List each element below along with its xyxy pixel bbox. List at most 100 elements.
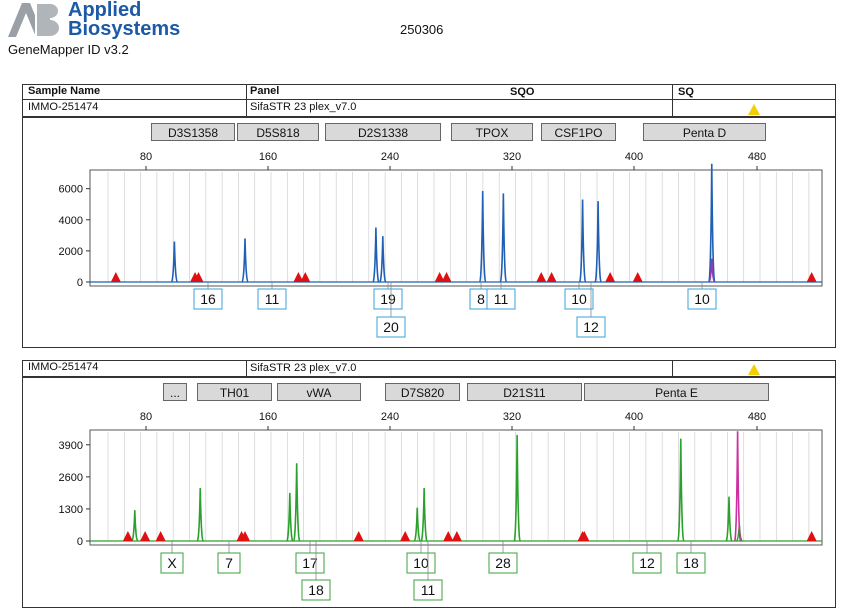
marker-bin[interactable]: D7S820: [385, 383, 460, 401]
peak: [733, 431, 742, 542]
peak: [578, 199, 587, 283]
size-marker-icon: [441, 272, 452, 282]
y-tick-label: 4000: [59, 215, 83, 227]
marker-bin[interactable]: D5S818: [237, 123, 319, 141]
size-marker-icon: [400, 531, 411, 541]
x-tick-label: 160: [259, 151, 277, 163]
allele-call-label: 11: [265, 291, 280, 307]
electropherogram-panel-1: [22, 116, 836, 348]
allele-call-label: 10: [413, 555, 429, 571]
peak: [130, 510, 139, 542]
y-tick-label: 3900: [59, 440, 83, 452]
size-marker-icon: [536, 272, 547, 282]
allele-call-label: 16: [200, 291, 216, 307]
allele-call-label: 11: [494, 291, 509, 307]
allele-call-label: 8: [477, 291, 485, 307]
ab-logo-icon: [8, 1, 61, 38]
allele-call-label: 18: [308, 582, 324, 598]
size-marker-icon: [155, 531, 166, 541]
allele-call-box: [564, 288, 594, 310]
allele-call-label: 10: [571, 291, 587, 307]
size-marker-icon: [434, 272, 445, 282]
size-marker-icon: [110, 272, 121, 282]
y-tick-label: 0: [77, 277, 83, 289]
marker-bin[interactable]: D3S1358: [151, 123, 235, 141]
peak: [413, 507, 422, 542]
sample-header-row-2: [22, 360, 836, 378]
allele-call-label: 20: [383, 319, 399, 335]
allele-call-box: [632, 552, 662, 574]
peak: [372, 227, 380, 283]
peak: [478, 190, 487, 283]
marker-bin[interactable]: Penta E: [584, 383, 769, 401]
allele-call-box: [413, 579, 443, 601]
brand-line1: Applied: [68, 0, 142, 21]
x-tick-label: 480: [748, 411, 766, 423]
marker-bin[interactable]: D21S11: [467, 383, 582, 401]
peak: [513, 434, 521, 542]
allele-call-box: [488, 552, 518, 574]
y-tick-label: 0: [77, 536, 83, 548]
allele-call-box: [301, 579, 331, 601]
y-tick-label: 1300: [59, 504, 83, 516]
col-panel: Panel: [250, 85, 280, 97]
x-tick-label: 80: [140, 151, 152, 163]
electropherogram-panel-2: [22, 376, 836, 608]
sample-name-value-2: IMMO-251474: [28, 361, 99, 373]
y-tick-label: 2000: [59, 246, 83, 258]
marker-bin[interactable]: ...: [163, 383, 187, 401]
marker-bin[interactable]: TH01: [197, 383, 272, 401]
size-marker-icon: [806, 272, 817, 282]
size-marker-icon: [293, 272, 304, 282]
panel-value-2: SifaSTR 23 plex_v7.0: [250, 362, 357, 374]
plot-area: [89, 169, 823, 287]
allele-call-box: [376, 316, 406, 338]
plot-area: [89, 429, 823, 546]
table-col-divider: [246, 360, 247, 376]
allele-call-label: 10: [694, 291, 710, 307]
run-id: 250306: [400, 22, 444, 37]
col-sample-name: Sample Name: [28, 85, 101, 97]
x-tick-label: 320: [503, 151, 521, 163]
peak: [499, 193, 508, 283]
brand-line2: Biosystems: [68, 18, 181, 40]
sample-name-value: IMMO-251474: [28, 101, 99, 113]
size-marker-icon: [193, 272, 204, 282]
y-tick-label: 6000: [59, 184, 83, 196]
allele-call-box: [295, 552, 325, 574]
allele-call-label: 12: [583, 319, 599, 335]
allele-call-label: 7: [225, 555, 233, 571]
x-tick-label: 240: [381, 151, 399, 163]
size-marker-icon: [122, 531, 133, 541]
peak: [285, 492, 294, 542]
size-marker-icon: [806, 531, 817, 541]
allele-call-box: [687, 288, 717, 310]
peak: [292, 463, 301, 542]
panel-value: SifaSTR 23 plex_v7.0: [250, 101, 357, 113]
allele-call-box: [373, 288, 403, 310]
marker-bin[interactable]: vWA: [277, 383, 361, 401]
x-tick-label: 80: [140, 411, 152, 423]
allele-call-box: [576, 316, 606, 338]
table-divider: [22, 99, 836, 100]
marker-bin[interactable]: Penta D: [643, 123, 766, 141]
allele-call-box: [486, 288, 516, 310]
peak: [196, 487, 205, 542]
size-marker-icon: [353, 531, 364, 541]
x-tick-label: 400: [625, 411, 643, 423]
marker-bin[interactable]: TPOX: [451, 123, 533, 141]
allele-call-label: 18: [683, 555, 699, 571]
x-tick-label: 240: [381, 411, 399, 423]
allele-call-box: [676, 552, 706, 574]
size-marker-icon: [451, 531, 462, 541]
allele-call-label: 17: [302, 555, 318, 571]
size-marker-icon: [632, 272, 643, 282]
marker-bin[interactable]: D2S1338: [325, 123, 441, 141]
size-marker-icon: [546, 272, 557, 282]
software-version: GeneMapper ID v3.2: [8, 42, 129, 57]
allele-call-label: 12: [639, 555, 655, 571]
col-sqo: SQO: [510, 86, 535, 98]
peak: [379, 236, 387, 283]
marker-bin[interactable]: CSF1PO: [541, 123, 616, 141]
